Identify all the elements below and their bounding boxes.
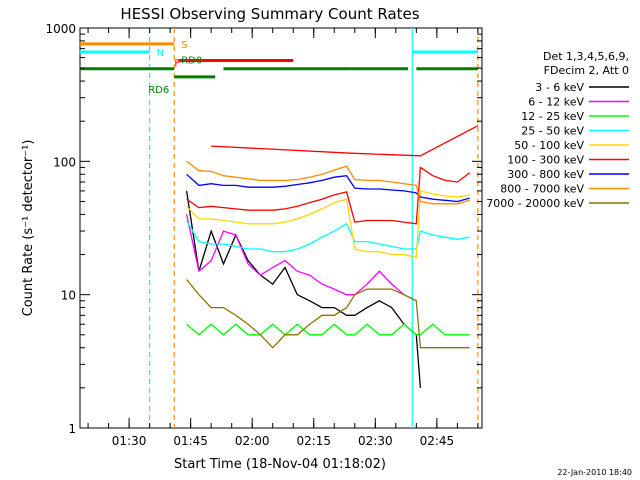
series-line-0 <box>185 190 422 388</box>
x-tick-label-0: 01:30 <box>112 434 147 448</box>
legend-label-0: 3 - 6 keV <box>535 81 584 94</box>
series-line-2 <box>186 323 470 336</box>
state-bar-label-rd6: RD6 <box>148 85 169 96</box>
y-tick-label-3: 1000 <box>45 22 76 36</box>
y-axis-label: Count Rate (s⁻¹ detector⁻¹) <box>21 140 36 317</box>
series-line-8 <box>186 279 470 349</box>
legend-label-6: 300 - 800 keV <box>507 168 584 181</box>
plot-frame <box>79 27 483 429</box>
legend-label-8: 7000 - 20000 keV <box>486 197 584 210</box>
x-tick-label-2: 02:00 <box>235 434 270 448</box>
x-tick-label-5: 02:45 <box>420 434 455 448</box>
legend-label-5: 100 - 300 keV <box>507 154 584 167</box>
x-axis-label: Start Time (18-Nov-04 01:18:02) <box>174 457 386 472</box>
vertical-markers <box>149 28 479 428</box>
series-line-3 <box>186 220 470 253</box>
state-bar-label-n: N <box>157 48 164 59</box>
series-line-5 <box>186 166 471 225</box>
series-line-4 <box>186 190 470 259</box>
state-bar-label-f: F <box>174 59 180 70</box>
legend-header-line2: FDecim 2, Att 0 <box>544 64 629 77</box>
legend-label-1: 6 - 12 keV <box>528 96 584 109</box>
series-line-7 <box>186 160 470 205</box>
x-tick-label-3: 02:15 <box>296 434 331 448</box>
series-line-1 <box>185 214 417 302</box>
legend-label-4: 50 - 100 keV <box>514 139 584 152</box>
state-bar-label-rd0: RD0 <box>181 56 202 67</box>
y-tick-label-2: 100 <box>53 155 76 169</box>
timestamp: 22-Jan-2010 18:40 <box>557 468 632 477</box>
x-tick-label-1: 01:45 <box>173 434 208 448</box>
legend-label-2: 12 - 25 keV <box>521 110 584 123</box>
y-tick-label-0: 1 <box>68 422 76 436</box>
series-line-red-upper <box>211 125 479 157</box>
y-tick-label-1: 10 <box>61 289 76 303</box>
state-bars: S NF RD0 RD6 <box>79 40 478 96</box>
legend-label-3: 25 - 50 keV <box>521 125 584 138</box>
chart-title: HESSI Observing Summary Count Rates <box>120 5 419 23</box>
series-line-6 <box>186 173 470 203</box>
axes: 01:30 01:45 02:00 02:15 02:30 02:45 1 10 100 1000 <box>45 22 482 448</box>
x-tick-label-4: 02:30 <box>358 434 393 448</box>
legend-label-7: 800 - 7000 keV <box>500 183 584 196</box>
legend-header-line1: Det 1,3,4,5,6,9, <box>543 50 629 63</box>
series-lines <box>185 125 479 388</box>
state-bar-label-s: S <box>181 40 187 51</box>
